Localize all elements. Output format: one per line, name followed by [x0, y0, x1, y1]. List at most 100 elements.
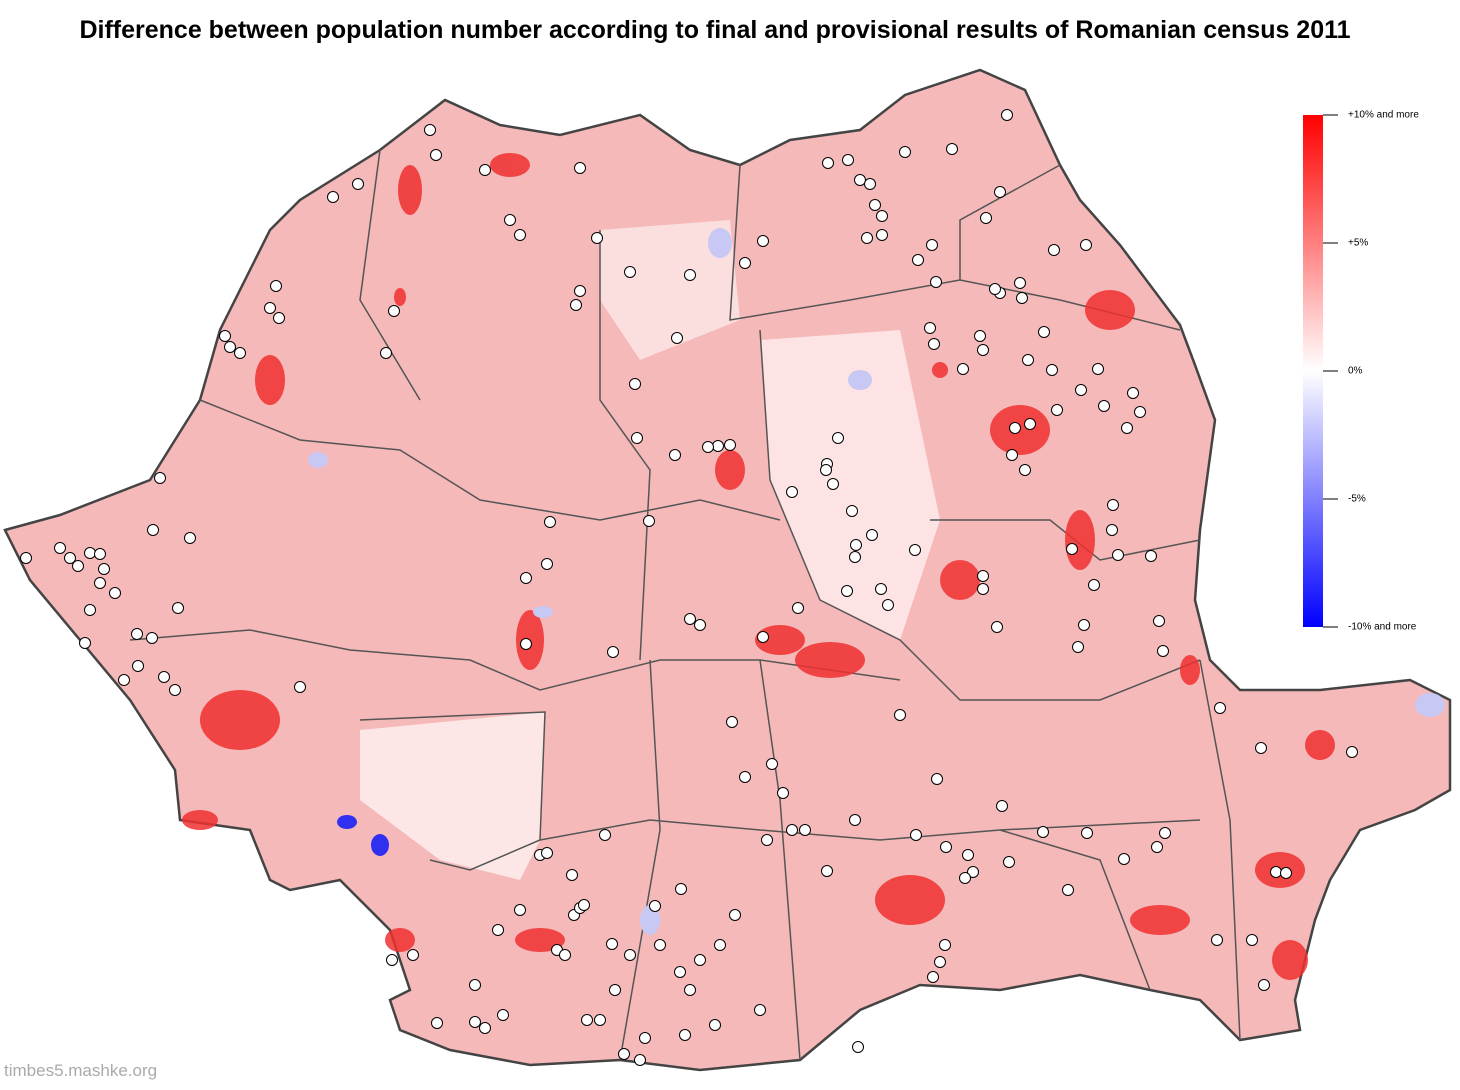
town-marker: [158, 671, 170, 683]
town-marker: [146, 632, 158, 644]
light-region: [360, 712, 545, 880]
town-marker: [234, 347, 246, 359]
town-marker: [757, 235, 769, 247]
town-marker: [84, 547, 96, 559]
town-marker: [629, 378, 641, 390]
town-marker: [1106, 524, 1118, 536]
town-marker: [909, 544, 921, 556]
town-marker: [962, 849, 974, 861]
legend-label: +5%: [1348, 238, 1368, 249]
town-marker: [1075, 384, 1087, 396]
town-marker: [1255, 742, 1267, 754]
town-marker: [386, 954, 398, 966]
town-marker: [1037, 826, 1049, 838]
town-marker: [591, 232, 603, 244]
watermark: timbes5.mashke.org: [4, 1061, 157, 1080]
town-marker: [931, 773, 943, 785]
town-marker: [946, 143, 958, 155]
town-marker: [1003, 856, 1015, 868]
town-marker: [1121, 422, 1133, 434]
town-marker: [1127, 387, 1139, 399]
town-marker: [854, 174, 866, 186]
town-marker: [1081, 827, 1093, 839]
town-marker: [618, 1048, 630, 1060]
town-marker: [1024, 418, 1036, 430]
town-marker: [1048, 244, 1060, 256]
town-marker: [684, 613, 696, 625]
town-marker: [726, 716, 738, 728]
town-marker: [20, 552, 32, 564]
town-marker: [846, 505, 858, 517]
town-marker: [570, 299, 582, 311]
town-marker: [852, 1041, 864, 1053]
town-marker: [654, 939, 666, 951]
town-marker: [607, 646, 619, 658]
towns: [20, 109, 1358, 1066]
town-marker: [799, 824, 811, 836]
town-marker: [679, 1029, 691, 1041]
town-marker: [541, 558, 553, 570]
town-marker: [430, 149, 442, 161]
town-marker: [574, 162, 586, 174]
town-marker: [1019, 464, 1031, 476]
town-marker: [424, 124, 436, 136]
legend-label: -10% and more: [1348, 622, 1417, 633]
town-marker: [609, 984, 621, 996]
town-marker: [1153, 615, 1165, 627]
light-blue-areas: [308, 228, 1445, 935]
town-marker: [631, 432, 643, 444]
town-marker: [977, 583, 989, 595]
town-marker: [1001, 109, 1013, 121]
town-marker: [1009, 422, 1021, 434]
country-outline: [3, 68, 1452, 1072]
town-marker: [132, 660, 144, 672]
town-marker: [674, 966, 686, 978]
town-marker: [866, 529, 878, 541]
town-marker: [1080, 239, 1092, 251]
town-marker: [912, 254, 924, 266]
town-marker: [407, 949, 419, 961]
town-marker: [1066, 543, 1078, 555]
town-marker: [79, 637, 91, 649]
town-marker: [581, 1014, 593, 1026]
town-marker: [1246, 934, 1258, 946]
town-marker: [757, 631, 769, 643]
town-marker: [541, 847, 553, 859]
town-marker: [754, 1004, 766, 1016]
town-marker: [928, 338, 940, 350]
town-marker: [899, 146, 911, 158]
town-marker: [1211, 934, 1223, 946]
town-marker: [977, 344, 989, 356]
town-marker: [388, 305, 400, 317]
town-marker: [1016, 292, 1028, 304]
town-marker: [64, 552, 76, 564]
town-marker: [940, 841, 952, 853]
town-marker: [777, 787, 789, 799]
town-marker: [94, 548, 106, 560]
town-marker: [739, 257, 751, 269]
town-marker: [821, 865, 833, 877]
town-marker: [624, 266, 636, 278]
town-marker: [594, 1014, 606, 1026]
town-marker: [1098, 400, 1110, 412]
town-marker: [694, 619, 706, 631]
town-marker: [514, 904, 526, 916]
town-marker: [675, 883, 687, 895]
town-marker: [1088, 579, 1100, 591]
light-region: [600, 220, 740, 360]
town-marker: [959, 872, 971, 884]
town-marker: [669, 449, 681, 461]
town-marker: [431, 1017, 443, 1029]
legend-label: +10% and more: [1348, 110, 1419, 121]
legend-label: 0%: [1348, 366, 1363, 377]
town-marker: [694, 954, 706, 966]
town-marker: [131, 628, 143, 640]
town-marker: [930, 276, 942, 288]
town-marker: [294, 681, 306, 693]
town-marker: [72, 560, 84, 572]
town-marker: [54, 542, 66, 554]
town-marker: [1006, 449, 1018, 461]
town-marker: [504, 214, 516, 226]
town-marker: [1092, 363, 1104, 375]
town-marker: [967, 866, 979, 878]
